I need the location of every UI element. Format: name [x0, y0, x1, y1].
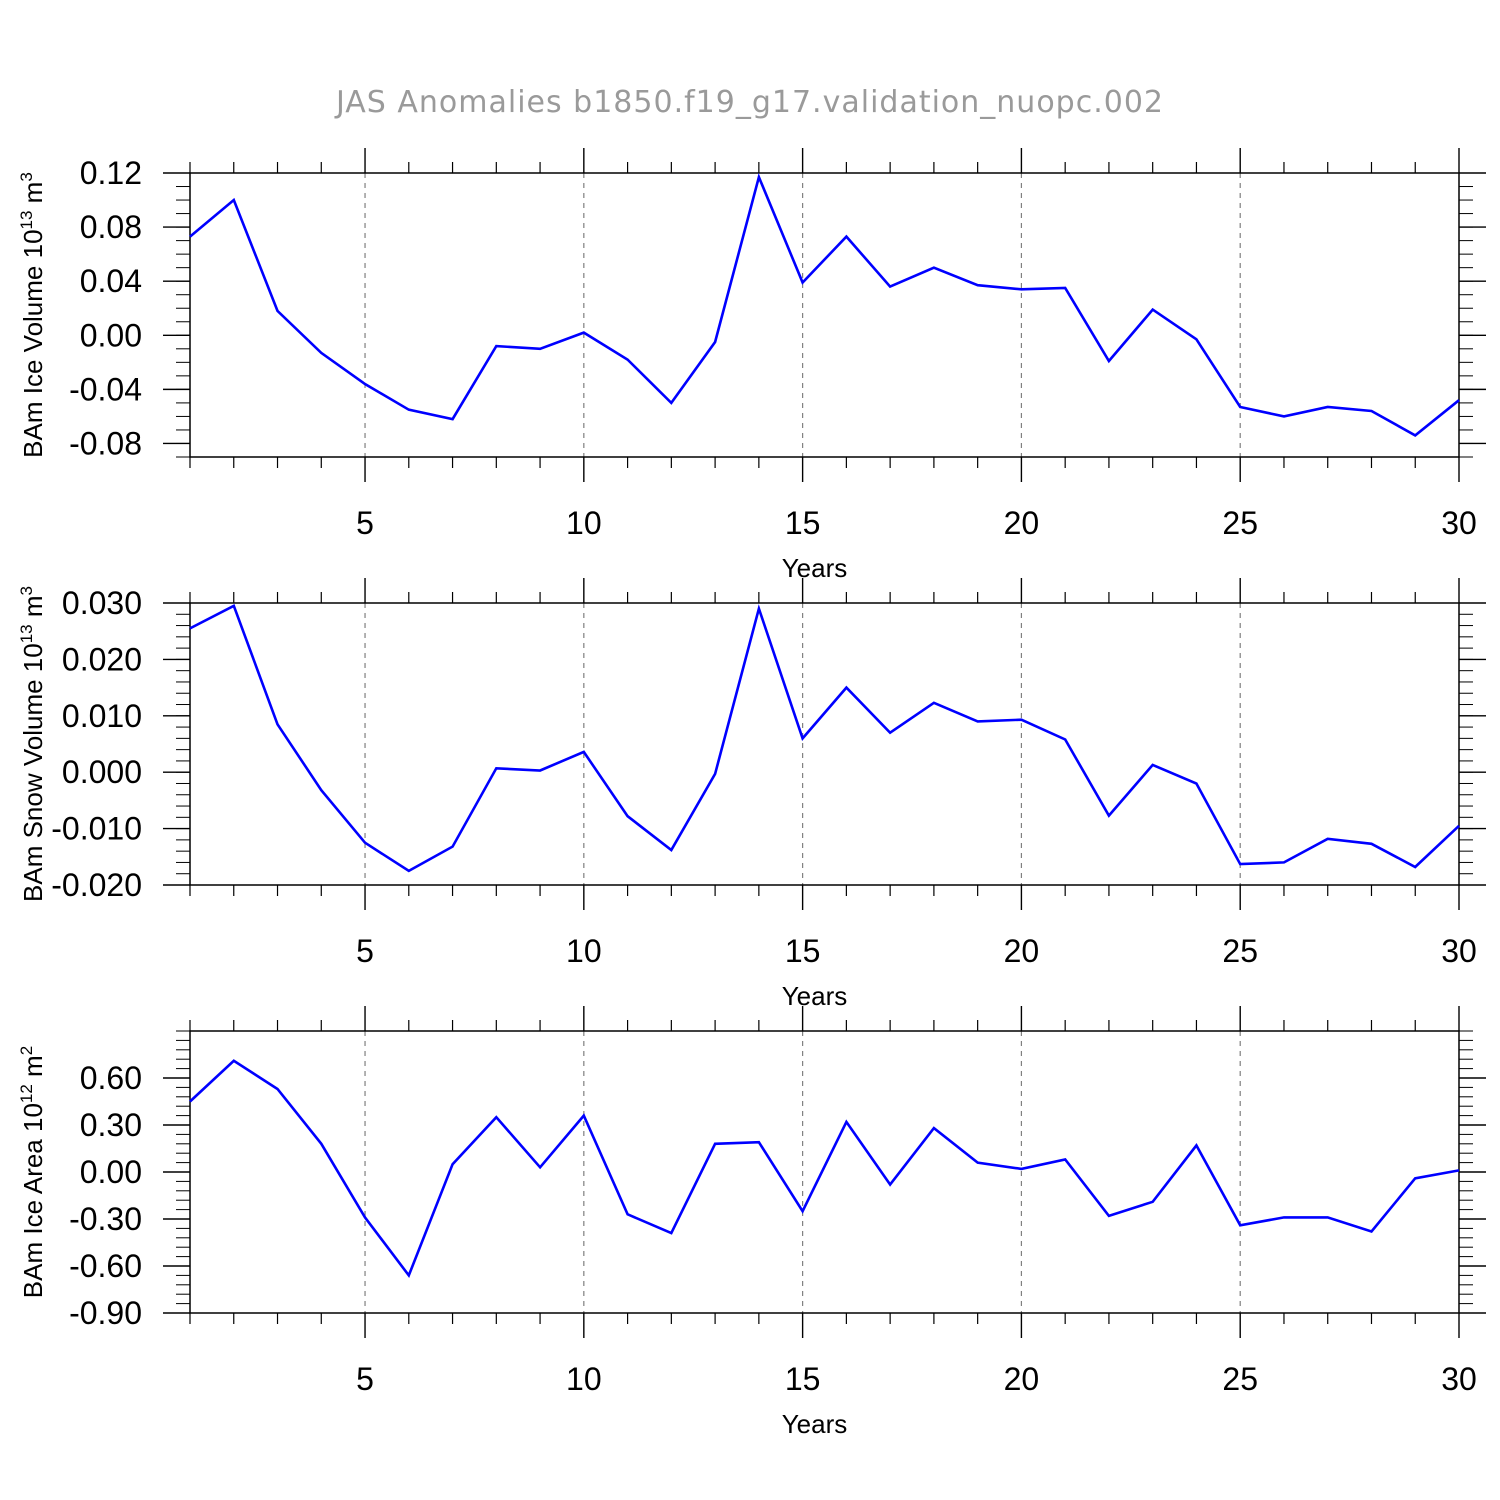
x-tick-label: 20 [1004, 933, 1040, 969]
y-axis-label-unit: m [18, 182, 48, 211]
x-tick-label: 5 [356, 1361, 374, 1397]
plot-frame [189, 602, 1460, 886]
x-axis-label: Years [782, 981, 848, 1011]
y-axis-label-unit-exponent: 3 [17, 586, 36, 595]
y-tick-label: -0.60 [69, 1248, 142, 1284]
y-tick-label: 0.00 [80, 1154, 142, 1190]
y-tick-label: 0.030 [62, 585, 142, 621]
x-axis-label: Years [782, 1409, 848, 1439]
x-tick-label: 15 [785, 505, 821, 541]
y-axis-label-unit-exponent: 2 [17, 1046, 36, 1055]
y-tick-label: 0.04 [80, 263, 142, 299]
y-axis-label-text: BAm Snow Volume 10 [18, 643, 48, 902]
plot-frame [189, 172, 1460, 458]
chart-panels: 5 10 15 20 25 30-0.08-0.040.000.040.080.12Yea… [17, 148, 1486, 1439]
x-tick-label: 30 [1441, 505, 1477, 541]
y-tick-label: 0.00 [80, 317, 142, 353]
y-tick-label: 0.30 [80, 1107, 142, 1143]
y-axis-label: BAm Ice Volume 1013 m3 [17, 172, 48, 458]
x-tick-label: 20 [1004, 1361, 1040, 1397]
x-tick-label: 30 [1441, 1361, 1477, 1397]
x-tick-label: 5 [356, 933, 374, 969]
x-tick-label: 15 [785, 933, 821, 969]
x-tick-label: 25 [1222, 933, 1258, 969]
y-tick-label: 0.08 [80, 209, 142, 245]
chart-panel-1: 5 10 15 20 25 30 -0.08 -0.04 0.00 0.04 0.08 0.12 Yea… [17, 148, 1486, 583]
y-axis-label: BAm Snow Volume 1013 m3 [17, 586, 48, 902]
y-tick-label: 0.60 [80, 1060, 142, 1096]
chart-panel-2: 5 10 15 20 25 30 -0.020 -0.010 0.000 0.010 0.020 0.… [17, 578, 1486, 1011]
x-tick-label: 10 [566, 1361, 602, 1397]
y-axis-label-exponent: 12 [17, 1084, 36, 1103]
chart-panel-3: 5 10 15 20 25 30 -0.90 -0.60 -0.30 0.00 0.30 0.60 Ye… [17, 1006, 1486, 1439]
y-tick-label: -0.30 [69, 1201, 142, 1237]
x-tick-label: 20 [1004, 505, 1040, 541]
x-tick-label: 10 [566, 933, 602, 969]
x-tick-label: 30 [1441, 933, 1477, 969]
y-tick-label: -0.90 [69, 1295, 142, 1331]
y-tick-label: -0.010 [51, 811, 142, 847]
y-tick-label: 0.12 [80, 155, 142, 191]
x-tick-label: 10 [566, 505, 602, 541]
y-axis-label-text: BAm Ice Volume 10 [18, 229, 48, 457]
y-axis-label-unit: m [18, 1055, 48, 1084]
y-axis-label-exponent: 13 [17, 211, 36, 230]
figure-title: JAS Anomalies b1850.f19_g17.validation_n… [334, 85, 1164, 120]
x-tick-label: 5 [356, 505, 374, 541]
y-tick-label: 0.020 [62, 641, 142, 677]
series-line [189, 603, 1460, 873]
y-tick-label: 0.010 [62, 698, 142, 734]
plot-frame [189, 1030, 1460, 1314]
y-tick-label: -0.020 [51, 867, 142, 903]
y-tick-label: -0.04 [69, 371, 142, 407]
y-axis-label-text: BAm Ice Area 10 [18, 1103, 48, 1298]
y-axis-label-unit-exponent: 3 [17, 172, 36, 181]
x-tick-label: 25 [1222, 505, 1258, 541]
x-tick-label: 15 [785, 1361, 821, 1397]
y-axis-label: BAm Ice Area 1012 m2 [17, 1046, 48, 1298]
x-tick-label: 25 [1222, 1361, 1258, 1397]
x-axis-label: Years [782, 553, 848, 583]
y-axis-label-exponent: 13 [17, 624, 36, 643]
y-axis-label-unit: m [18, 595, 48, 624]
y-tick-label: -0.08 [69, 425, 142, 461]
y-tick-label: 0.000 [62, 754, 142, 790]
series-line [189, 1059, 1460, 1279]
series-line [189, 173, 1460, 437]
